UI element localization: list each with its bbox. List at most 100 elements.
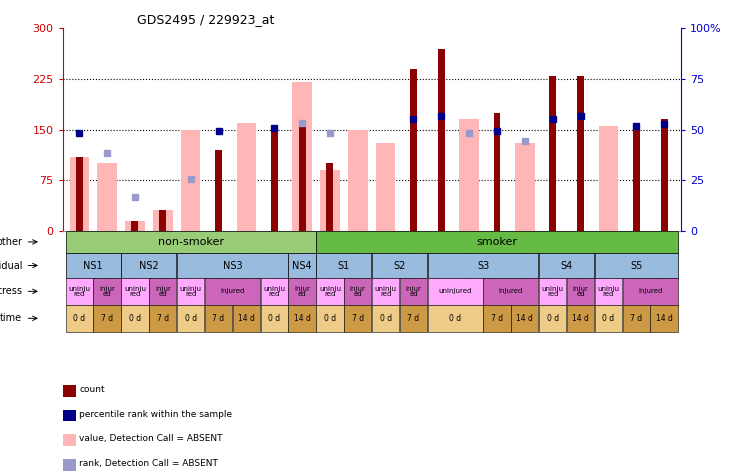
Bar (372, 253, 427, 278)
Bar (316, 231, 678, 253)
Text: S2: S2 (393, 261, 406, 271)
Text: 7 d: 7 d (408, 314, 420, 323)
Bar (271, 126, 277, 231)
Text: uninjured: uninjured (439, 288, 472, 294)
Text: 7 d: 7 d (101, 314, 113, 323)
Text: injur
ed: injur ed (99, 286, 115, 297)
Text: smoker: smoker (476, 237, 517, 247)
Bar (428, 305, 483, 332)
Bar (149, 278, 177, 305)
Text: 0 d: 0 d (547, 314, 559, 323)
Text: S4: S4 (561, 261, 573, 271)
Bar (484, 305, 511, 332)
Bar (93, 305, 121, 332)
Text: NS2: NS2 (139, 261, 159, 271)
Text: uninju
red: uninju red (598, 286, 620, 297)
Bar (549, 76, 556, 231)
Text: 7 d: 7 d (491, 314, 503, 323)
Text: 7 d: 7 d (213, 314, 224, 323)
Bar (66, 231, 316, 253)
Text: S3: S3 (477, 261, 489, 271)
Bar (577, 76, 584, 231)
Bar (205, 278, 260, 305)
Bar (484, 278, 539, 305)
Text: uninju
red: uninju red (124, 286, 146, 297)
Bar (316, 305, 344, 332)
Bar (177, 253, 288, 278)
Bar (512, 305, 539, 332)
Bar (121, 278, 149, 305)
Bar (410, 69, 417, 231)
Text: S1: S1 (338, 261, 350, 271)
Text: uninju
red: uninju red (68, 286, 91, 297)
Bar (215, 150, 222, 231)
Bar (316, 253, 372, 278)
Bar (567, 305, 594, 332)
Bar (97, 163, 117, 231)
Bar (623, 278, 678, 305)
Text: 14 d: 14 d (517, 314, 534, 323)
Bar (66, 278, 93, 305)
Bar (205, 305, 232, 332)
Bar (261, 305, 288, 332)
Bar (125, 220, 145, 231)
Text: 14 d: 14 d (572, 314, 589, 323)
Text: injur
ed: injur ed (350, 286, 366, 297)
Bar (149, 305, 177, 332)
Bar (121, 253, 177, 278)
Text: injur
ed: injur ed (155, 286, 171, 297)
Text: 0 d: 0 d (602, 314, 615, 323)
Bar (177, 305, 205, 332)
Text: uninju
red: uninju red (319, 286, 341, 297)
Text: percentile rank within the sample: percentile rank within the sample (79, 410, 233, 419)
Bar (289, 253, 316, 278)
Text: GDS2495 / 229923_at: GDS2495 / 229923_at (137, 13, 274, 26)
Bar (76, 156, 82, 231)
Text: 0 d: 0 d (324, 314, 336, 323)
Bar (289, 278, 316, 305)
Text: 0 d: 0 d (129, 314, 141, 323)
Bar (595, 278, 622, 305)
Bar (93, 278, 121, 305)
Bar (121, 305, 149, 332)
Bar (348, 129, 367, 231)
Text: injured: injured (220, 288, 244, 294)
Text: stress: stress (0, 286, 22, 296)
Bar (66, 305, 93, 332)
Bar (567, 278, 594, 305)
Text: 0 d: 0 d (185, 314, 197, 323)
Bar (177, 278, 205, 305)
Bar (344, 305, 372, 332)
Bar (132, 220, 138, 231)
Bar (320, 170, 339, 231)
Bar (233, 305, 260, 332)
Bar (292, 82, 312, 231)
Text: 0 d: 0 d (73, 314, 85, 323)
Bar (661, 119, 668, 231)
Bar (299, 126, 305, 231)
Text: 0 d: 0 d (268, 314, 280, 323)
Bar (400, 305, 427, 332)
Text: S5: S5 (630, 261, 643, 271)
Bar (428, 278, 483, 305)
Text: injur
ed: injur ed (294, 286, 310, 297)
Bar (633, 126, 640, 231)
Bar (327, 163, 333, 231)
Text: injur
ed: injur ed (573, 286, 589, 297)
Bar (595, 305, 622, 332)
Bar (651, 305, 678, 332)
Bar (372, 305, 399, 332)
Text: injured: injured (499, 288, 523, 294)
Bar (69, 156, 89, 231)
Bar (539, 305, 566, 332)
Bar (598, 126, 618, 231)
Text: NS3: NS3 (222, 261, 242, 271)
Bar (181, 129, 200, 231)
Bar (66, 253, 121, 278)
Text: 0 d: 0 d (449, 314, 461, 323)
Bar (261, 278, 288, 305)
Bar (459, 119, 479, 231)
Text: time: time (0, 313, 22, 323)
Text: uninju
red: uninju red (263, 286, 286, 297)
Text: non-smoker: non-smoker (158, 237, 224, 247)
